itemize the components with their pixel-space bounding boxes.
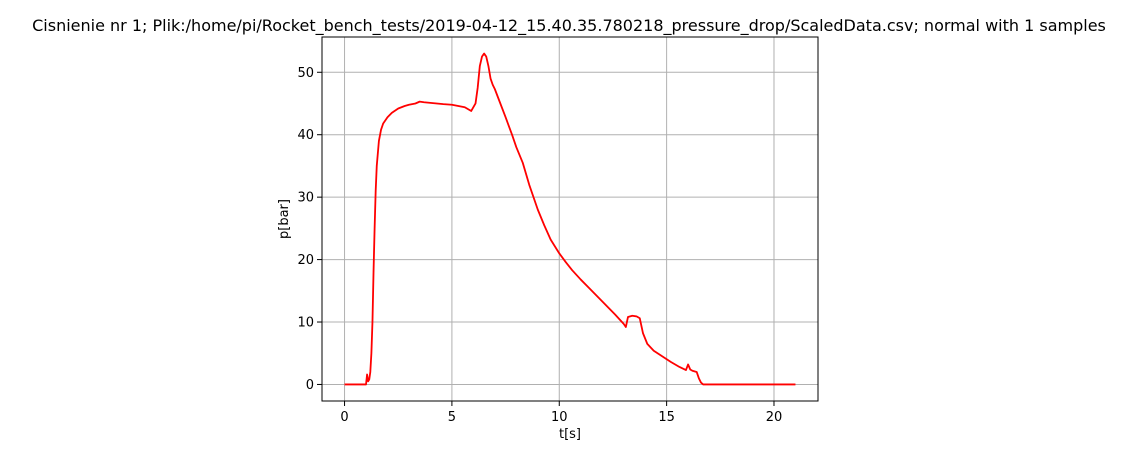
y-axis-label: p[bar] — [277, 199, 292, 239]
y-tick-label: 50 — [297, 66, 314, 81]
x-tick-label: 15 — [658, 410, 675, 425]
data-series — [344, 52, 796, 386]
y-tick-label: 20 — [297, 253, 314, 268]
x-tick-label: 20 — [766, 410, 783, 425]
x-axis-label: t[s] — [559, 427, 581, 442]
plot-frame — [321, 36, 819, 402]
y-tick-label: 0 — [306, 378, 314, 393]
chart-title: Cisnienie nr 1; Plik:/home/pi/Rocket_ben… — [32, 16, 1106, 36]
grid-lines — [322, 37, 818, 401]
axis-ticks: 0 5 10 15 20 0 10 20 30 40 50 — [297, 66, 782, 425]
y-tick-label: 10 — [297, 316, 314, 331]
x-tick-label: 0 — [340, 410, 348, 425]
y-tick-label: 30 — [297, 191, 314, 206]
x-tick-label: 10 — [551, 410, 568, 425]
x-tick-label: 5 — [448, 410, 456, 425]
pressure-series-line — [344, 52, 796, 386]
y-tick-label: 40 — [297, 128, 314, 143]
